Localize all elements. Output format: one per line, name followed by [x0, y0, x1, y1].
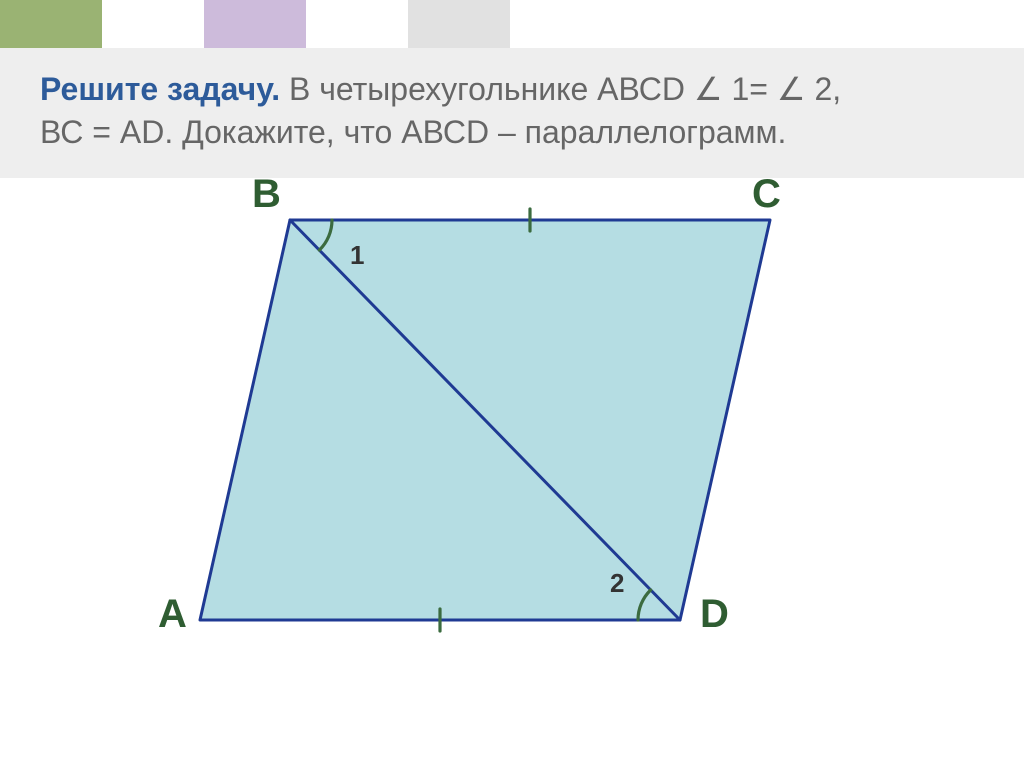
- diagram-svg: [0, 160, 1024, 720]
- decor-block: [0, 0, 102, 48]
- decor-block: [102, 0, 204, 48]
- decor-block-row: [0, 0, 510, 48]
- angle-label-1: 1: [350, 240, 364, 271]
- decor-block: [306, 0, 408, 48]
- problem-line1: В четырехугольнике АВСD ∠ 1= ∠ 2,: [280, 71, 841, 107]
- vertex-label-d: D: [700, 592, 729, 637]
- angle-label-2: 2: [610, 568, 624, 599]
- parallelogram-diagram: А В С D 1 2: [0, 160, 1024, 720]
- decor-block: [408, 0, 510, 48]
- vertex-label-c: С: [752, 172, 781, 217]
- problem-line2: ВС = АD. Докажите, что АВСD – параллелог…: [40, 114, 786, 150]
- problem-title: Решите задачу.: [40, 71, 280, 107]
- problem-banner: Решите задачу. В четырехугольнике АВСD ∠…: [0, 48, 1024, 178]
- vertex-label-b: В: [252, 172, 281, 217]
- vertex-label-a: А: [158, 592, 187, 637]
- decor-block: [204, 0, 306, 48]
